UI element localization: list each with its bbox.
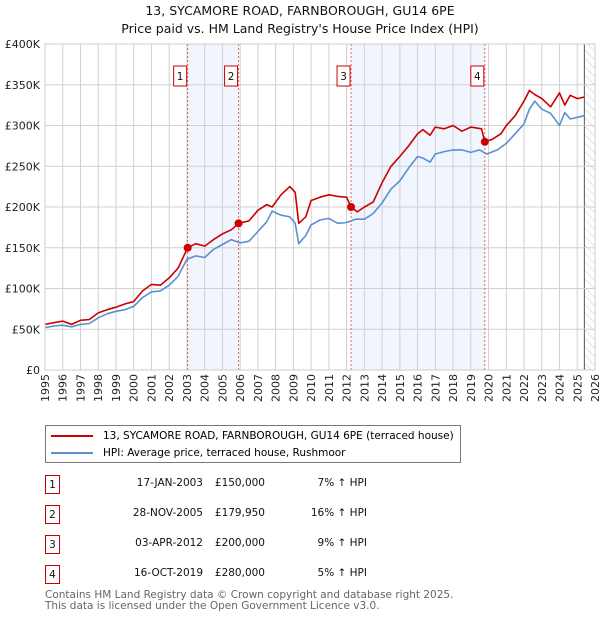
footer: Contains HM Land Registry data © Crown c… bbox=[45, 590, 453, 611]
x-tick-label: 2018 bbox=[447, 374, 460, 402]
sale-marker-label: 1 bbox=[177, 71, 184, 83]
legend-swatch-hpi bbox=[51, 452, 93, 454]
sale-date: 16-OCT-2019 bbox=[134, 567, 203, 579]
sale-price: £280,000 bbox=[214, 567, 265, 579]
legend: 13, SYCAMORE ROAD, FARNBOROUGH, GU14 6PE… bbox=[45, 425, 461, 463]
sale-marker-label: 2 bbox=[228, 71, 235, 83]
sale-row: 4 16-OCT-2019 £280,000 5% ↑ HPI bbox=[45, 565, 465, 585]
sale-marker-label: 4 bbox=[474, 71, 481, 83]
x-tick-label: 2010 bbox=[305, 374, 318, 402]
y-tick-label: £350K bbox=[5, 79, 41, 92]
x-tick-label: 1998 bbox=[92, 374, 105, 402]
y-tick-label: £200K bbox=[5, 201, 41, 214]
x-tick-label: 2007 bbox=[252, 374, 265, 402]
legend-item-hpi: HPI: Average price, terraced house, Rush… bbox=[51, 445, 346, 461]
chart-title: 13, SYCAMORE ROAD, FARNBOROUGH, GU14 6PE bbox=[145, 3, 455, 18]
x-tick-label: 2006 bbox=[234, 374, 247, 402]
sale-date: 03-APR-2012 bbox=[135, 537, 203, 549]
sale-hpi-diff: 9% ↑ HPI bbox=[317, 537, 367, 549]
x-tick-label: 2002 bbox=[163, 374, 176, 402]
sale-price: £179,950 bbox=[214, 507, 265, 519]
y-tick-label: £300K bbox=[5, 120, 41, 133]
x-tick-label: 2000 bbox=[128, 374, 141, 402]
x-tick-label: 2004 bbox=[199, 374, 212, 402]
sale-number: 1 bbox=[45, 475, 60, 494]
x-tick-label: 1995 bbox=[39, 374, 52, 402]
sale-number: 3 bbox=[45, 535, 60, 554]
x-tick-label: 2012 bbox=[341, 374, 354, 402]
sale-date: 17-JAN-2003 bbox=[136, 477, 203, 489]
sale-marker-box bbox=[336, 65, 351, 87]
sale-marker-box bbox=[173, 65, 188, 87]
x-tick-label: 2013 bbox=[358, 374, 371, 402]
sale-price: £150,000 bbox=[214, 477, 265, 489]
sale-row: 2 28-NOV-2005 £179,950 16% ↑ HPI bbox=[45, 505, 465, 525]
legend-label-hpi: HPI: Average price, terraced house, Rush… bbox=[103, 447, 346, 459]
sale-number: 4 bbox=[45, 565, 60, 584]
x-tick-label: 2021 bbox=[500, 374, 513, 402]
x-tick-label: 2017 bbox=[429, 374, 442, 402]
legend-item-property: 13, SYCAMORE ROAD, FARNBOROUGH, GU14 6PE… bbox=[51, 428, 454, 444]
chart-subtitle: Price paid vs. HM Land Registry's House … bbox=[121, 21, 479, 36]
x-tick-label: 2003 bbox=[181, 374, 194, 402]
y-tick-label: £0 bbox=[26, 364, 40, 377]
x-tick-label: 2025 bbox=[571, 374, 584, 402]
sale-hpi-diff: 5% ↑ HPI bbox=[317, 567, 367, 579]
sale-row: 3 03-APR-2012 £200,000 9% ↑ HPI bbox=[45, 535, 465, 555]
x-tick-label: 2026 bbox=[589, 374, 600, 402]
sale-marker-label: 3 bbox=[340, 71, 347, 83]
x-tick-label: 2015 bbox=[394, 374, 407, 402]
plot-frame bbox=[44, 43, 596, 371]
legend-label-property: 13, SYCAMORE ROAD, FARNBOROUGH, GU14 6PE… bbox=[103, 430, 454, 442]
x-tick-label: 1999 bbox=[110, 374, 123, 402]
price-chart: 1 2 3 4 1995 1996 1997 1998 1999 2000 2001 2002 200… bbox=[5, 38, 600, 402]
sale-marker-box bbox=[224, 65, 239, 87]
y-tick-label: £400K bbox=[5, 38, 41, 51]
x-tick-label: 2001 bbox=[145, 374, 158, 402]
y-tick-label: £50K bbox=[12, 323, 41, 336]
x-tick-label: 2024 bbox=[554, 374, 567, 402]
sale-point bbox=[480, 137, 489, 146]
x-tick-label: 2016 bbox=[412, 374, 425, 402]
x-tick-label: 2011 bbox=[323, 374, 336, 402]
sale-row: 1 17-JAN-2003 £150,000 7% ↑ HPI bbox=[45, 475, 465, 495]
x-tick-label: 2005 bbox=[216, 374, 229, 402]
sale-date: 28-NOV-2005 bbox=[132, 507, 203, 519]
x-tick-label: 2008 bbox=[270, 374, 283, 402]
sale-marker-box bbox=[470, 65, 485, 87]
x-tick-label: 1997 bbox=[74, 374, 87, 402]
footer-licence: This data is licensed under the Open Gov… bbox=[45, 599, 380, 612]
y-tick-label: £250K bbox=[5, 160, 41, 173]
sale-hpi-diff: 16% ↑ HPI bbox=[310, 507, 367, 519]
sale-point bbox=[183, 243, 192, 252]
x-tick-label: 1996 bbox=[57, 374, 70, 402]
legend-swatch-property bbox=[51, 435, 93, 437]
y-tick-label: £150K bbox=[5, 242, 41, 255]
x-tick-label: 2020 bbox=[483, 374, 496, 402]
sale-number: 2 bbox=[45, 505, 60, 524]
sale-price: £200,000 bbox=[214, 537, 265, 549]
x-tick-label: 2019 bbox=[465, 374, 478, 402]
sale-point bbox=[234, 219, 243, 228]
sale-hpi-diff: 7% ↑ HPI bbox=[317, 477, 367, 489]
x-tick-label: 2009 bbox=[287, 374, 300, 402]
x-tick-label: 2022 bbox=[518, 374, 531, 402]
property-series-line bbox=[44, 89, 585, 326]
footer-copyright: Contains HM Land Registry data © Crown c… bbox=[45, 589, 454, 601]
y-tick-label: £100K bbox=[5, 283, 41, 296]
x-tick-label: 2014 bbox=[376, 374, 389, 402]
sale-point bbox=[347, 203, 356, 211]
hpi-series-line bbox=[44, 100, 585, 329]
x-tick-label: 2023 bbox=[536, 374, 549, 402]
